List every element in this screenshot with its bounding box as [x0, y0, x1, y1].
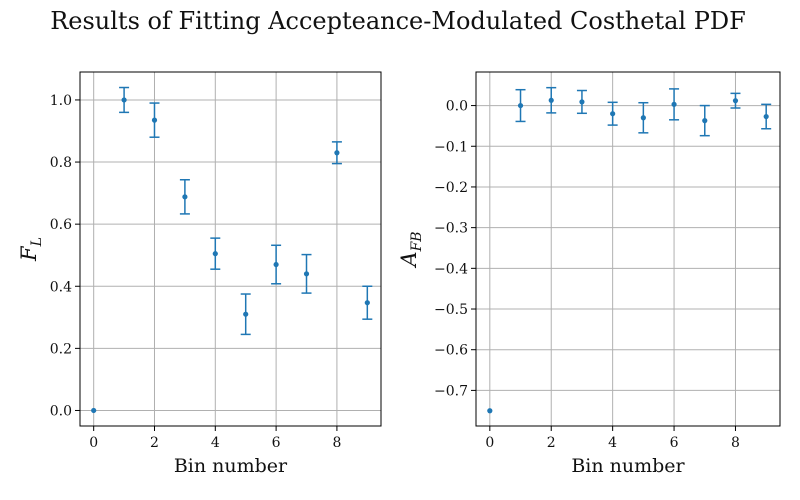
- data-point: [548, 97, 554, 103]
- y-tick-label: 0.6: [50, 217, 72, 233]
- data-point: [91, 407, 97, 414]
- figure-title: Results of Fitting Accepteance-Modulated…: [50, 7, 746, 35]
- y-tick-label: 0.8: [50, 155, 72, 171]
- x-axis-label: Bin number: [174, 455, 288, 477]
- y-tick-label: 0.0: [446, 99, 468, 115]
- data-point: [364, 300, 370, 306]
- data-point: [182, 194, 188, 200]
- y-tick-label: −0.2: [434, 180, 468, 196]
- x-tick-label: 2: [150, 435, 159, 451]
- x-axis-label: Bin number: [571, 455, 685, 477]
- x-tick-label: 6: [272, 435, 281, 451]
- data-point: [610, 111, 616, 117]
- x-tick-label: 6: [670, 435, 679, 451]
- data-point: [517, 102, 524, 109]
- x-tick-label: 8: [731, 435, 740, 451]
- fl-panel: 0 2 4 6 8 0.0 0.2 0.4 0.6 0.8 1.0 Bin number FL: [17, 71, 382, 477]
- data-point: [273, 261, 279, 268]
- data-point: [732, 98, 739, 104]
- y-tick-label: 1.0: [50, 93, 72, 109]
- data-point: [640, 115, 646, 121]
- x-tick-label: 8: [332, 435, 341, 451]
- data-point: [151, 117, 158, 123]
- y-tick-label: −0.7: [434, 383, 468, 399]
- y-tick-label: −0.4: [434, 261, 468, 277]
- x-tick-label: 4: [211, 435, 220, 451]
- y-axis-label: FL: [17, 237, 45, 262]
- data-point: [121, 97, 127, 103]
- y-tick-label: 0.4: [50, 279, 72, 295]
- data-point: [243, 311, 249, 317]
- y-tick-label: 0.0: [50, 403, 72, 419]
- data-point: [487, 408, 493, 414]
- afb-panel: 0 2 4 6 8 0.0 −0.1 −0.2 −0.3 −0.4 −0.5 −0.6 −0.7 Bin …: [397, 71, 781, 477]
- x-tick-label: 0: [89, 435, 98, 451]
- data-point: [702, 118, 708, 124]
- data-point: [671, 101, 677, 107]
- y-tick-label: −0.3: [434, 221, 468, 237]
- axes-frame: [475, 71, 781, 427]
- data-point: [212, 251, 218, 257]
- data-point: [303, 271, 310, 277]
- data-point: [763, 113, 769, 120]
- data-point: [579, 99, 585, 105]
- x-tick-label: 0: [485, 435, 494, 451]
- y-tick-label: −0.6: [434, 343, 468, 359]
- x-tick-label: 4: [608, 435, 617, 451]
- y-tick-label: −0.1: [434, 139, 468, 155]
- y-tick-label: 0.2: [50, 341, 72, 357]
- axes-frame: [79, 71, 382, 427]
- x-tick-label: 2: [547, 435, 556, 451]
- y-tick-label: −0.5: [434, 302, 468, 318]
- y-axis-label: AFB: [397, 231, 425, 268]
- data-point: [334, 150, 340, 156]
